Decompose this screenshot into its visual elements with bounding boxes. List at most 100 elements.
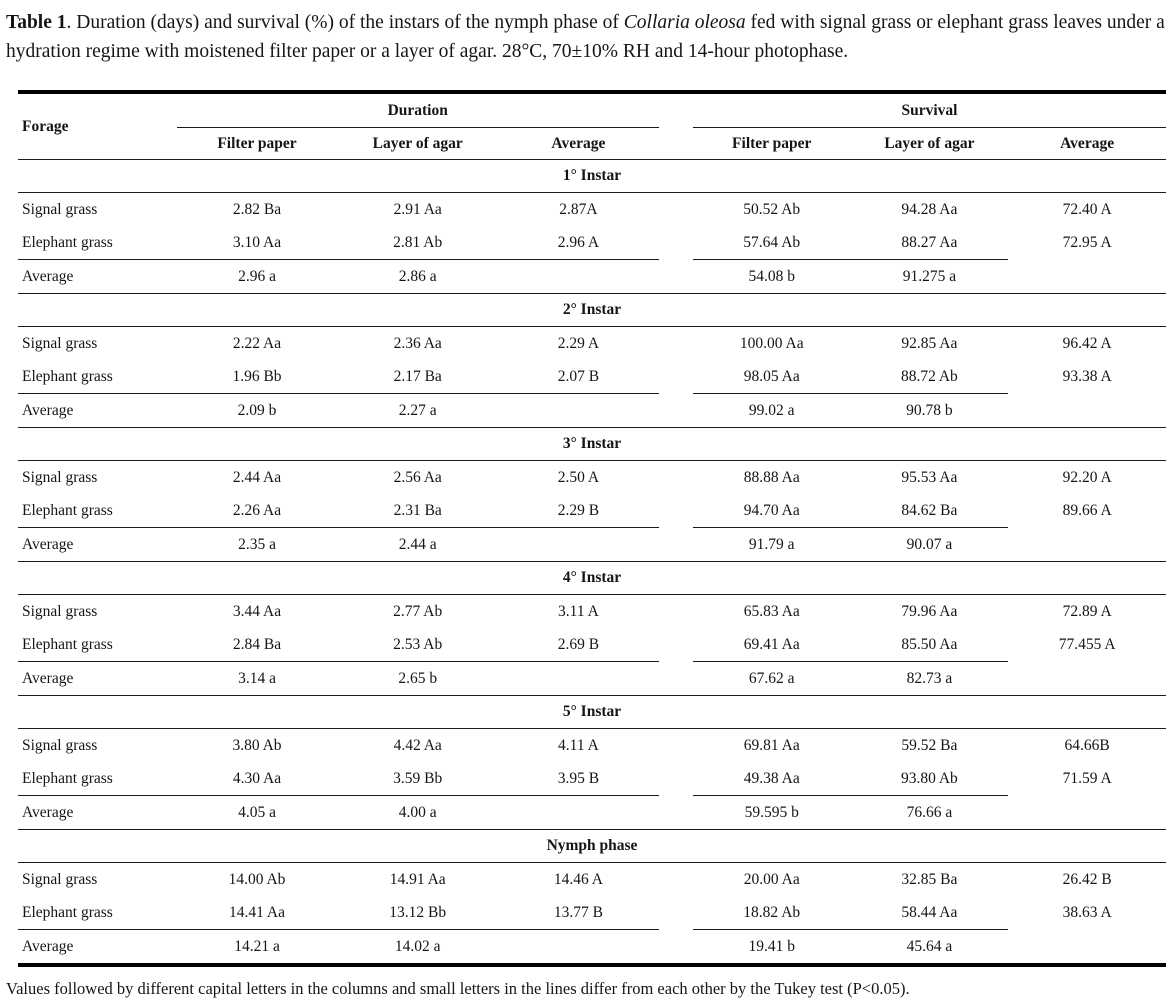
data-cell: 89.66 A (1062, 502, 1112, 520)
section-row: 2° Instar (18, 293, 1166, 327)
data-cell: 3.59 Bb (393, 769, 443, 787)
table-row: Elephant grass 3.10 Aa 2.81 Ab 2.96 A 57.64 … (18, 226, 1166, 260)
table-row: Signal grass 3.80 Ab 4.42 Aa 4.11 A 69.81 Aa… (18, 729, 1166, 763)
average-cell: 99.02 a (692, 393, 851, 428)
spacer-cell (659, 662, 693, 696)
average-cell (498, 661, 659, 696)
section-row: 3° Instar (18, 427, 1166, 461)
data-cell: 50.52 Ab (743, 200, 801, 218)
data-cell: 49.38 Aa (743, 769, 800, 787)
average-cell: 3.14 a (176, 661, 338, 696)
average-cell: 2.65 b (337, 661, 499, 696)
data-cell: 14.91 Aa (389, 870, 446, 888)
average-row: Average 14.21 a 14.02 a 19.41 b 45.64 a (18, 929, 1166, 966)
section-heading: 2° Instar (18, 293, 1166, 327)
column-header-duration-layer-of-agar: Layer of agar (337, 127, 499, 160)
average-cell: 4.00 a (337, 795, 499, 830)
data-cell: 92.85 Aa (901, 334, 958, 352)
data-cell: 2.36 Aa (393, 334, 442, 352)
data-cell: 4.42 Aa (393, 736, 442, 754)
spacer-cell (659, 729, 693, 763)
average-cell: 91.275 a (850, 259, 1009, 294)
data-cell: 2.50 A (557, 468, 600, 486)
average-cell: 19.41 b (692, 929, 851, 965)
data-cell: 14.46 A (553, 870, 603, 888)
spacer-cell (659, 193, 693, 227)
row-label: Signal grass (22, 334, 98, 352)
data-cell: 3.10 Aa (232, 233, 282, 251)
column-header-survival-layer-of-agar: Layer of agar (850, 127, 1009, 160)
data-cell: 88.27 Aa (901, 233, 958, 251)
spacer-cell (659, 327, 693, 361)
data-cell: 2.17 Ba (393, 367, 442, 385)
spacer-cell (659, 226, 693, 260)
average-cell: 91.79 a (692, 527, 851, 562)
column-header-survival-average: Average (1008, 127, 1166, 160)
table-row: Signal grass 14.00 Ab 14.91 Aa 14.46 A 20.00… (18, 863, 1166, 897)
average-cell (1008, 394, 1166, 428)
average-cell: 2.35 a (176, 527, 338, 562)
row-label: Signal grass (22, 468, 98, 486)
caption-tail: fed with signal grass or elephant grass … (6, 12, 1165, 62)
average-cell: 2.86 a (337, 259, 499, 294)
average-cell: 14.21 a (176, 929, 338, 965)
data-cell: 2.22 Aa (232, 334, 282, 352)
data-cell: 14.00 Ab (228, 870, 286, 888)
average-row: Average 3.14 a 2.65 b 67.62 a 82.73 a (18, 661, 1166, 696)
column-header-duration-average: Average (498, 127, 659, 160)
results-table: Forage Duration Survival Filter paper La… (18, 90, 1166, 967)
average-row: Average 4.05 a 4.00 a 59.595 b 76.66 a (18, 795, 1166, 830)
column-header-survival-filter-paper: Filter paper (692, 127, 851, 160)
average-cell: 59.595 b (692, 795, 851, 830)
table-row: Signal grass 2.22 Aa 2.36 Aa 2.29 A 100.00 A… (18, 327, 1166, 361)
average-cell: 76.66 a (850, 795, 1009, 830)
table-row: Elephant grass 1.96 Bb 2.17 Ba 2.07 B 98.05 … (18, 360, 1166, 394)
table-row: Signal grass 2.44 Aa 2.56 Aa 2.50 A 88.88 Aa… (18, 461, 1166, 495)
data-cell: 2.84 Ba (232, 635, 282, 653)
average-cell (1008, 260, 1166, 294)
data-cell: 26.42 B (1062, 870, 1112, 888)
data-cell: 2.91 Aa (393, 200, 442, 218)
data-cell: 2.82 Ba (232, 200, 282, 218)
group-header-duration: Duration (176, 92, 659, 128)
data-cell: 2.29 B (557, 501, 600, 519)
spacer-cell (659, 528, 693, 562)
average-label: Average (18, 661, 177, 696)
spacer-cell (659, 762, 693, 796)
data-cell: 2.29 A (557, 334, 600, 352)
data-cell: 20.00 Aa (743, 870, 800, 888)
table-row: Signal grass 3.44 Aa 2.77 Ab 3.11 A 65.83 Aa… (18, 595, 1166, 629)
section-heading: Nymph phase (18, 829, 1166, 863)
average-cell: 82.73 a (850, 661, 1009, 696)
data-cell: 13.12 Bb (389, 903, 447, 921)
data-cell: 72.40 A (1062, 200, 1112, 218)
section-heading: 1° Instar (18, 159, 1166, 193)
section-row: Nymph phase (18, 829, 1166, 863)
data-cell: 94.28 Aa (901, 200, 958, 218)
data-cell: 57.64 Ab (743, 233, 801, 251)
data-cell: 58.44 Aa (901, 903, 958, 921)
spacer-cell (659, 863, 693, 897)
spacer-column (658, 92, 693, 160)
average-label: Average (18, 393, 177, 428)
average-cell: 90.78 b (850, 393, 1009, 428)
data-cell: 64.66B (1064, 736, 1110, 754)
data-cell: 79.96 Aa (901, 602, 958, 620)
row-label: Elephant grass (22, 635, 113, 653)
average-cell (1008, 930, 1166, 966)
column-header-duration-filter-paper: Filter paper (176, 127, 338, 160)
average-cell (498, 929, 659, 965)
species-name: Collaria oleosa (623, 12, 746, 33)
data-cell: 93.80 Ab (900, 769, 958, 787)
average-cell: 14.02 a (337, 929, 499, 965)
data-cell: 2.44 Aa (232, 468, 282, 486)
caption-text: . Duration (days) and survival (%) of th… (66, 12, 624, 33)
data-cell: 85.50 Aa (901, 635, 958, 653)
data-cell: 69.81 Aa (743, 736, 800, 754)
average-label: Average (18, 527, 177, 562)
table-row: Elephant grass 4.30 Aa 3.59 Bb 3.95 B 49.38 … (18, 762, 1166, 796)
section-row: 1° Instar (18, 159, 1166, 193)
section-heading: 3° Instar (18, 427, 1166, 461)
data-cell: 94.70 Aa (743, 501, 800, 519)
